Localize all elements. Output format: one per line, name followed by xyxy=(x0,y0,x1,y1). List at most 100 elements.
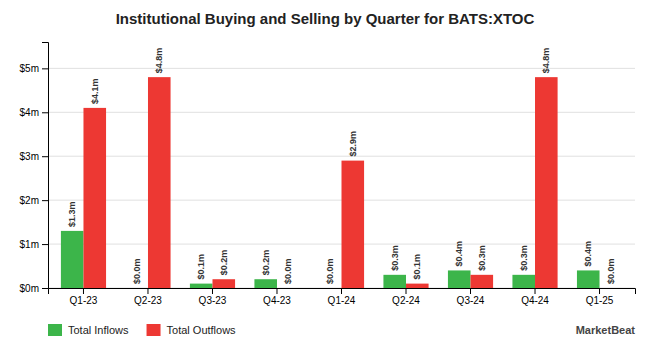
x-tick-label: Q4-23 xyxy=(263,295,291,306)
y-axis-line xyxy=(42,43,49,289)
data-label: $0.1m xyxy=(412,254,422,280)
x-tick-label: Q2-23 xyxy=(134,295,162,306)
x-tick-mark xyxy=(599,288,600,294)
y-tick-label: $2m xyxy=(20,195,39,206)
x-axis: Q1-23 Q2-23 Q3-23 Q4-23 Q1-24 Q2-24 Q3-24 Q4-24… xyxy=(49,288,636,306)
x-tick: Q2-23 xyxy=(134,288,162,306)
bar xyxy=(342,161,365,288)
bar xyxy=(577,270,600,288)
y-tick-mark xyxy=(42,112,48,113)
data-label: $0.3m xyxy=(519,245,529,271)
y-tick-mark xyxy=(42,68,48,69)
bar xyxy=(254,279,277,288)
bar xyxy=(277,288,300,289)
data-label: $0.0m xyxy=(283,258,293,284)
x-tick-label: Q1-24 xyxy=(328,295,356,306)
bar xyxy=(148,77,171,288)
plot: $1.3m $0.0m $0.1m $0.2m $0.0m $0.3m $0.4m $0.3m… xyxy=(20,43,636,307)
bar xyxy=(535,77,558,288)
x-tick-mark xyxy=(83,288,84,294)
x-tick: Q4-24 xyxy=(521,288,549,306)
data-label: $1.3m xyxy=(67,201,77,227)
data-label: $0.4m xyxy=(454,241,464,267)
bar xyxy=(319,288,342,289)
legend-label: Total Outflows xyxy=(167,324,237,336)
x-tick: Q4-23 xyxy=(263,288,291,306)
y-tick-label: $0m xyxy=(20,283,39,294)
legend-label: Total Inflows xyxy=(68,324,129,336)
data-labels: $1.3m $0.0m $0.1m $0.2m $0.0m $0.3m $0.4m $0.3m… xyxy=(67,48,616,284)
y-tick-label: $3m xyxy=(20,151,39,162)
x-tick: Q3-24 xyxy=(457,288,485,306)
data-label: $2.9m xyxy=(348,131,358,157)
data-label: $0.0m xyxy=(325,258,335,284)
x-tick: Q1-25 xyxy=(586,288,614,306)
y-tick-mark xyxy=(42,200,48,201)
data-label: $0.2m xyxy=(219,250,229,276)
legend-swatch xyxy=(147,324,161,336)
y-tick: $2m xyxy=(20,195,48,206)
y-tick-label: $1m xyxy=(20,239,39,250)
bar xyxy=(471,275,494,288)
legend-item: Total Outflows xyxy=(147,324,237,336)
x-tick-label: Q4-24 xyxy=(521,295,549,306)
y-tick: $1m xyxy=(20,239,48,250)
y-tick: $3m xyxy=(20,151,48,162)
legend-swatch xyxy=(48,324,62,336)
data-label: $4.8m xyxy=(154,48,164,74)
x-tick: Q2-24 xyxy=(392,288,420,306)
bar xyxy=(512,275,535,288)
x-tick: Q1-23 xyxy=(70,288,98,306)
x-axis-line xyxy=(49,289,636,295)
y-tick-mark xyxy=(42,288,48,289)
chart: Institutional Buying and Selling by Quar… xyxy=(0,0,650,350)
bar xyxy=(448,270,471,288)
bar xyxy=(406,284,429,288)
x-tick: Q1-24 xyxy=(328,288,356,306)
data-label: $0.2m xyxy=(261,250,271,276)
legend: Total Inflows Total Outflows xyxy=(48,324,236,336)
x-tick-label: Q3-23 xyxy=(199,295,227,306)
x-tick-mark xyxy=(147,288,148,294)
title: Institutional Buying and Selling by Quar… xyxy=(116,10,535,27)
y-tick: $4m xyxy=(20,107,48,118)
bar-series xyxy=(83,77,557,288)
annotation: MarketBeat xyxy=(576,324,636,336)
x-tick-mark xyxy=(212,288,213,294)
y-tick-label: $4m xyxy=(20,107,39,118)
x-tick-mark xyxy=(341,288,342,294)
bar xyxy=(212,279,235,288)
x-tick-label: Q1-23 xyxy=(70,295,98,306)
bars xyxy=(61,77,600,288)
y-tick-mark xyxy=(42,156,48,157)
y-tick-mark xyxy=(42,244,48,245)
x-tick-label: Q1-25 xyxy=(586,295,614,306)
y-tick: $5m xyxy=(20,63,48,74)
bar xyxy=(190,284,213,288)
bar xyxy=(383,275,406,288)
x-tick-mark xyxy=(470,288,471,294)
data-label: $4.1m xyxy=(90,78,100,104)
bar xyxy=(61,231,84,288)
y-axis: $0m $1m $2m $3m $4m $5m xyxy=(20,43,49,294)
bar xyxy=(125,288,148,289)
data-label: $0.3m xyxy=(390,245,400,271)
x-tick-mark xyxy=(406,288,407,294)
legend-item: Total Inflows xyxy=(48,324,129,336)
data-label: $0.1m xyxy=(196,254,206,280)
x-tick-mark xyxy=(276,288,277,294)
grid xyxy=(48,68,635,288)
data-label: $0.0m xyxy=(606,258,616,284)
data-label: $4.8m xyxy=(541,48,551,74)
data-label: $0.0m xyxy=(132,258,142,284)
x-tick-label: Q2-24 xyxy=(392,295,420,306)
x-tick-label: Q3-24 xyxy=(457,295,485,306)
bar xyxy=(600,288,623,289)
y-tick-label: $5m xyxy=(20,63,39,74)
bar-series xyxy=(61,231,600,288)
data-label: $0.4m xyxy=(583,241,593,267)
x-tick: Q3-23 xyxy=(199,288,227,306)
y-tick: $0m xyxy=(20,283,48,294)
x-tick-mark xyxy=(535,288,536,294)
data-label: $0.3m xyxy=(477,245,487,271)
